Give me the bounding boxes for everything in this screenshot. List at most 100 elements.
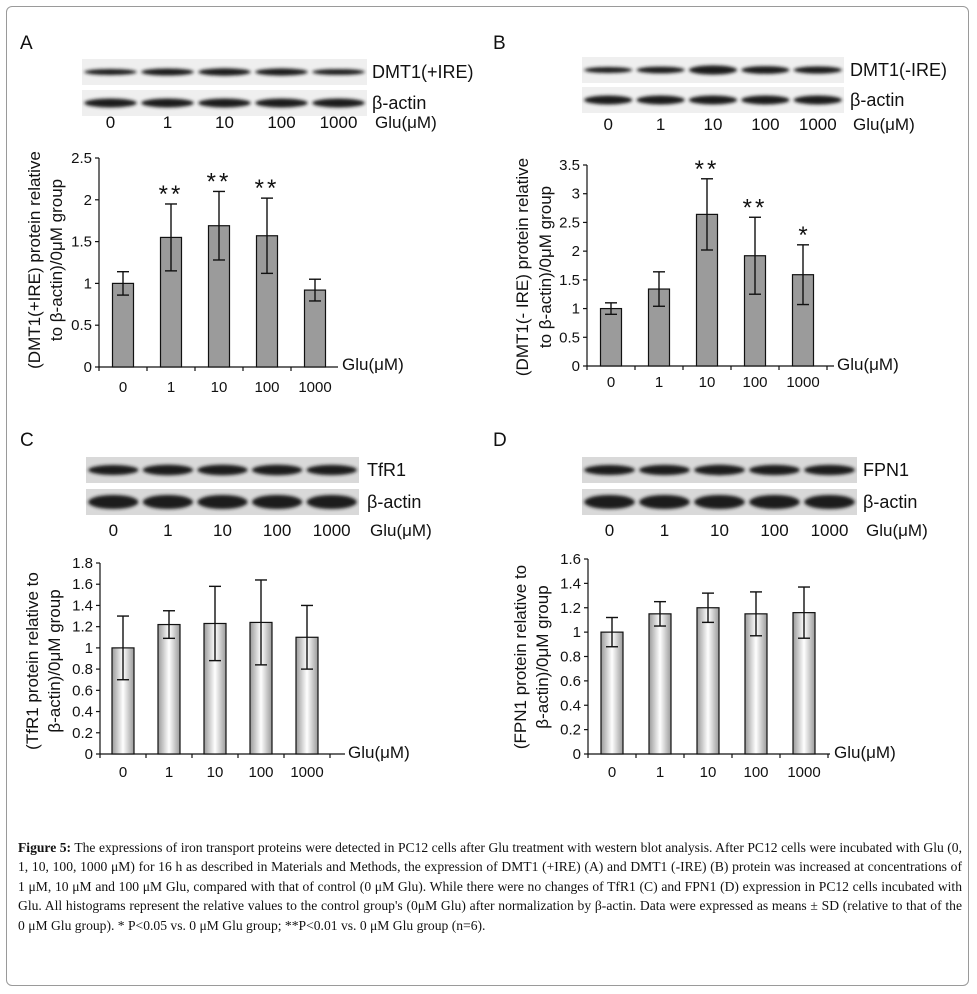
y-tick-label: 1 xyxy=(572,301,580,318)
x-tick-label: 1 xyxy=(656,764,664,781)
blot-target-label: FPN1 xyxy=(863,460,909,480)
caption-text: The expressions of iron transport protei… xyxy=(18,840,962,933)
y-axis-title-line: (DMT1(+IRE) protein relative xyxy=(25,151,44,369)
y-tick-label: 1.2 xyxy=(72,619,93,636)
y-tick-label: 1 xyxy=(573,624,581,641)
y-tick-label: 0.6 xyxy=(560,673,581,690)
blot-band-actin xyxy=(88,495,139,509)
blot-target-label: DMT1(+IRE) xyxy=(372,62,474,82)
blot-glu-label: Glu(μM) xyxy=(370,521,432,540)
blot-lane-label: 1000 xyxy=(799,115,837,134)
x-tick-label: 1000 xyxy=(298,379,331,396)
blot-glu-label: Glu(μM) xyxy=(375,113,437,132)
x-tick-label: 1 xyxy=(165,764,173,781)
blot-b: 0 1 10 100 1000 DMT1(-IRE) β-actin Glu(μM) xyxy=(582,57,947,134)
significance-marker: ** xyxy=(695,156,720,183)
blot-band-actin xyxy=(312,98,365,108)
y-axis-title-line: (DMT1(- IRE) protein relative xyxy=(513,158,532,376)
x-tick-label: 1000 xyxy=(787,764,820,781)
blot-band-actin xyxy=(584,95,633,105)
y-tick-label: 1.4 xyxy=(560,575,581,592)
y-tick-label: 0 xyxy=(85,746,93,763)
blot-lane-label: 1 xyxy=(660,521,669,540)
blot-lane-label: 0 xyxy=(603,115,612,134)
y-tick-label: 2.5 xyxy=(71,150,92,167)
blot-band-actin xyxy=(636,95,685,105)
x-tick-label: 10 xyxy=(211,379,228,396)
blot-band-actin xyxy=(584,495,635,509)
significance-marker: * xyxy=(798,222,807,249)
blot-lane-label: 10 xyxy=(704,115,723,134)
figure-frame xyxy=(6,6,969,986)
x-tick-label: 1 xyxy=(655,374,663,391)
blot-target-label: TfR1 xyxy=(367,460,406,480)
y-tick-label: 0 xyxy=(573,746,581,763)
y-axis-title-line: (TfR1 protein relative to xyxy=(23,572,42,750)
x-axis-title: Glu(μM) xyxy=(837,355,899,374)
blot-band-target xyxy=(636,66,685,74)
panel-d: D0 1 10 100 1000FPN1β-actinGlu(μM)00.20.40.6… xyxy=(493,430,928,781)
blot-band-target xyxy=(312,69,365,75)
y-tick-label: 0 xyxy=(572,358,580,375)
y-tick-label: 0.4 xyxy=(560,697,581,714)
significance-marker: ** xyxy=(255,175,280,202)
blot-lane-label: 1 xyxy=(163,113,172,132)
y-tick-label: 1 xyxy=(85,640,93,657)
panel-letter-a: A xyxy=(20,33,33,54)
blot-band-target xyxy=(688,65,738,75)
blot-band-target xyxy=(804,464,855,476)
blot-band-actin xyxy=(639,495,690,509)
x-tick-label: 100 xyxy=(742,374,767,391)
panel-b: B0 1 10 100 1000DMT1(-IRE)β-actinGlu(μM)00.5… xyxy=(493,33,947,391)
blot-lane-label: 1000 xyxy=(811,521,849,540)
blot-band-target xyxy=(584,67,633,73)
significance-marker: ** xyxy=(159,181,184,208)
blot-lane-label: 1000 xyxy=(313,521,351,540)
y-tick-label: 3 xyxy=(572,186,580,203)
blot-target-label: DMT1(-IRE) xyxy=(850,60,947,80)
x-tick-label: 0 xyxy=(119,764,127,781)
x-tick-label: 0 xyxy=(119,379,127,396)
bar xyxy=(157,623,181,755)
x-tick-label: 0 xyxy=(607,374,615,391)
y-tick-label: 2 xyxy=(572,243,580,260)
blot-lane-label: 0 xyxy=(109,521,118,540)
blot-lane-label: 100 xyxy=(760,521,788,540)
x-tick-label: 10 xyxy=(699,374,716,391)
bar xyxy=(696,607,720,755)
blot-band-target xyxy=(142,464,194,476)
blot-lane-label: 1 xyxy=(163,521,172,540)
y-tick-label: 1.2 xyxy=(560,600,581,617)
blot-band-actin xyxy=(142,495,194,509)
y-tick-label: 1.8 xyxy=(72,555,93,572)
blot-lane-label: 10 xyxy=(215,113,234,132)
panel-letter-c: C xyxy=(20,430,34,451)
y-tick-label: 0.8 xyxy=(72,661,93,678)
y-tick-label: 1.5 xyxy=(71,234,92,251)
blot-band-target xyxy=(639,464,690,476)
blot-glu-label: Glu(μM) xyxy=(866,521,928,540)
x-tick-label: 1000 xyxy=(290,764,323,781)
x-tick-label: 100 xyxy=(254,379,279,396)
blot-actin-label: β-actin xyxy=(863,492,917,512)
blot-actin-label: β-actin xyxy=(850,90,904,110)
blot-band-actin xyxy=(741,95,790,105)
y-tick-label: 0.2 xyxy=(560,722,581,739)
blot-actin-label: β-actin xyxy=(367,492,421,512)
x-tick-label: 0 xyxy=(608,764,616,781)
blot-band-actin xyxy=(694,495,745,509)
significance-marker: ** xyxy=(207,168,232,195)
blot-lane-label: 0 xyxy=(605,521,614,540)
figure-caption: Figure 5: The expressions of iron transp… xyxy=(18,838,962,935)
blot-lane-label: 1000 xyxy=(320,113,358,132)
y-tick-label: 0.4 xyxy=(72,704,93,721)
blot-band-actin xyxy=(749,495,800,509)
blot-band-target xyxy=(84,69,137,75)
panel-c: C0 1 10 100 1000TfR1β-actinGlu(μM)00.20.40.6… xyxy=(20,430,432,781)
x-tick-label: 1 xyxy=(167,379,175,396)
caption-label: Figure 5: xyxy=(18,840,72,855)
blot-band-actin xyxy=(804,495,855,509)
y-axis-title-line: β-actin)/0μM group xyxy=(45,589,64,732)
blot-band-target xyxy=(198,68,251,76)
